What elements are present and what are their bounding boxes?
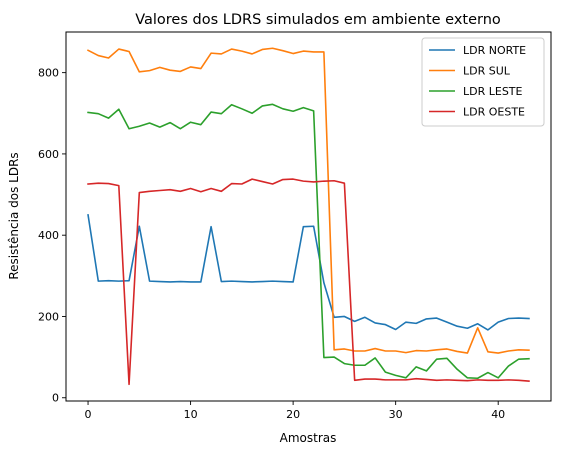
plot-area-frame [65, 31, 552, 402]
x-axis-label: Amostras [280, 431, 337, 445]
x-tick-label-0: 0 [85, 408, 92, 421]
series-layer [86, 47, 530, 386]
x-tick-label-4: 40 [491, 408, 505, 421]
legend-box [421, 37, 545, 127]
x-tick-label-1: 10 [184, 408, 198, 421]
y-tick-label-1: 200 [38, 310, 59, 323]
legend-label-3: LDR OESTE [463, 106, 525, 119]
y-axis-label: Resistência dos LDRs [7, 152, 21, 279]
series-line-1 [86, 47, 530, 354]
series-line-3 [87, 178, 530, 386]
legend: LDR NORTE LDR SUL LDR LESTE LDR OESTE [421, 37, 545, 127]
chart-title: Valores dos LDRS simulados em ambiente e… [135, 12, 501, 28]
y-tick-label-2: 400 [38, 229, 59, 242]
legend-label-0: LDR NORTE [463, 44, 526, 57]
series-line-2 [87, 103, 530, 380]
y-tick-label-3: 600 [38, 148, 59, 161]
x-tick-label-3: 30 [389, 408, 403, 421]
x-tick-label-2: 20 [286, 408, 300, 421]
series-line-0 [87, 213, 530, 331]
y-tick-label-0: 0 [52, 392, 59, 405]
y-tick-label-4: 800 [38, 67, 59, 80]
legend-label-1: LDR SUL [463, 65, 511, 78]
legend-label-2: LDR LESTE [463, 85, 523, 98]
